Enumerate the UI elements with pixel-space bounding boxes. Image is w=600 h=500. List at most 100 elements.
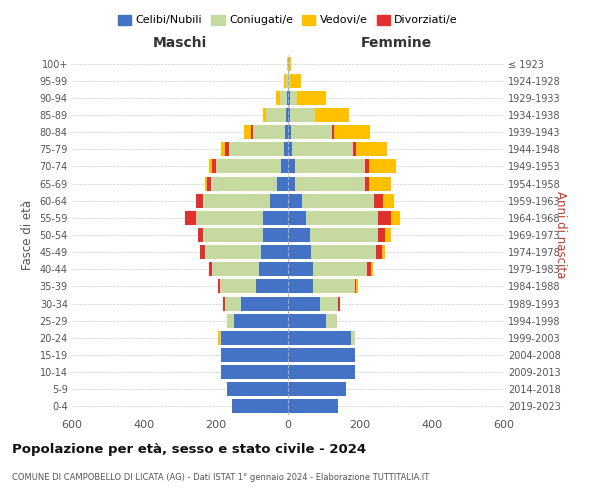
Bar	[209, 262, 212, 276]
Bar	[196, 211, 263, 225]
Bar	[281, 160, 288, 173]
Bar	[287, 91, 288, 105]
Bar	[326, 314, 337, 328]
Bar	[385, 228, 391, 242]
Bar	[203, 228, 263, 242]
Bar	[212, 160, 216, 173]
Bar	[266, 108, 286, 122]
Bar	[261, 245, 288, 259]
Bar	[310, 228, 378, 242]
Bar	[288, 74, 290, 88]
Bar	[221, 331, 288, 345]
Bar	[369, 176, 391, 190]
Bar	[292, 142, 353, 156]
Bar	[221, 142, 225, 156]
Bar	[229, 142, 284, 156]
Bar	[277, 176, 288, 190]
Bar	[218, 331, 220, 345]
Bar	[280, 91, 287, 105]
Bar	[263, 228, 288, 242]
Bar	[220, 280, 256, 293]
Text: Popolazione per età, sesso e stato civile - 2024: Popolazione per età, sesso e stato civil…	[12, 442, 366, 456]
Bar	[288, 194, 302, 207]
Bar	[241, 296, 288, 310]
Bar	[232, 400, 288, 413]
Bar	[288, 296, 320, 310]
Bar	[227, 314, 234, 328]
Bar	[288, 245, 311, 259]
Bar	[221, 348, 288, 362]
Bar	[288, 262, 313, 276]
Bar	[198, 228, 203, 242]
Bar	[207, 176, 211, 190]
Bar	[290, 108, 315, 122]
Bar	[287, 56, 288, 70]
Bar	[216, 160, 281, 173]
Bar	[218, 280, 220, 293]
Bar	[288, 228, 310, 242]
Bar	[185, 211, 196, 225]
Y-axis label: Anni di nascita: Anni di nascita	[554, 192, 566, 278]
Bar	[288, 331, 351, 345]
Bar	[356, 142, 387, 156]
Bar	[290, 91, 297, 105]
Bar	[332, 125, 334, 139]
Bar	[211, 176, 277, 190]
Bar	[225, 142, 229, 156]
Bar	[220, 331, 221, 345]
Bar	[209, 160, 212, 173]
Bar	[367, 262, 371, 276]
Bar	[351, 331, 355, 345]
Bar	[288, 125, 291, 139]
Bar	[288, 142, 292, 156]
Bar	[225, 296, 241, 310]
Bar	[288, 382, 346, 396]
Bar	[203, 194, 270, 207]
Bar	[378, 228, 385, 242]
Bar	[212, 262, 259, 276]
Bar	[297, 91, 326, 105]
Text: COMUNE DI CAMPOBELLO DI LICATA (AG) - Dati ISTAT 1° gennaio 2024 - Elaborazione : COMUNE DI CAMPOBELLO DI LICATA (AG) - Da…	[12, 472, 429, 482]
Bar	[288, 91, 290, 105]
Bar	[391, 211, 400, 225]
Bar	[291, 125, 332, 139]
Bar	[244, 125, 251, 139]
Y-axis label: Fasce di età: Fasce di età	[21, 200, 34, 270]
Bar	[369, 160, 396, 173]
Bar	[205, 176, 207, 190]
Bar	[270, 194, 288, 207]
Bar	[288, 280, 313, 293]
Bar	[313, 262, 367, 276]
Bar	[288, 176, 295, 190]
Bar	[355, 280, 356, 293]
Bar	[376, 245, 382, 259]
Bar	[277, 91, 280, 105]
Bar	[285, 125, 288, 139]
Bar	[289, 56, 291, 70]
Bar	[306, 211, 378, 225]
Bar	[288, 108, 290, 122]
Bar	[288, 348, 355, 362]
Bar	[353, 142, 356, 156]
Bar	[288, 314, 326, 328]
Bar	[382, 245, 385, 259]
Bar	[288, 365, 355, 379]
Legend: Celibi/Nubili, Coniugati/e, Vedovi/e, Divorziati/e: Celibi/Nubili, Coniugati/e, Vedovi/e, Di…	[113, 10, 463, 30]
Bar	[286, 108, 288, 122]
Bar	[320, 296, 338, 310]
Bar	[371, 262, 373, 276]
Bar	[365, 176, 369, 190]
Bar	[284, 142, 288, 156]
Bar	[256, 280, 288, 293]
Bar	[295, 160, 365, 173]
Bar	[205, 245, 261, 259]
Bar	[234, 314, 288, 328]
Bar	[223, 296, 225, 310]
Bar	[288, 400, 338, 413]
Bar	[302, 194, 374, 207]
Bar	[311, 245, 376, 259]
Bar	[286, 74, 288, 88]
Bar	[378, 211, 391, 225]
Text: Femmine: Femmine	[361, 36, 431, 50]
Bar	[259, 262, 288, 276]
